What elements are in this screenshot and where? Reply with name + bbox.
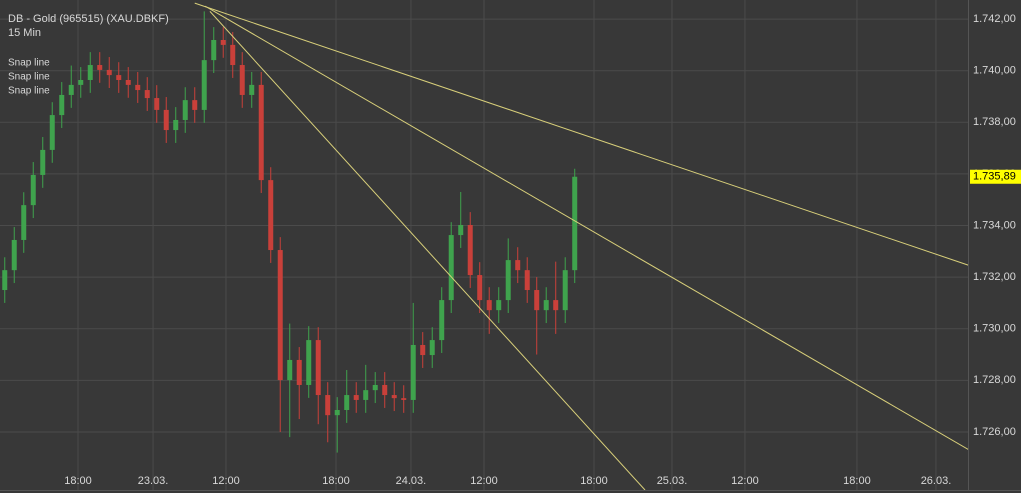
x-tick-label: 12:00 xyxy=(470,475,498,487)
x-tick-label: 25.03. xyxy=(657,475,688,487)
candle-body xyxy=(135,84,141,91)
x-tick-label: 18:00 xyxy=(64,475,92,487)
candle-body xyxy=(154,98,160,110)
x-tick-label: 18:00 xyxy=(322,475,350,487)
candle-body xyxy=(258,84,264,181)
candle-body xyxy=(106,69,112,76)
x-tick-label: 12:00 xyxy=(731,475,759,487)
candle-body xyxy=(486,300,492,311)
y-tick-label: 1.730,00 xyxy=(973,323,1016,335)
candle-body xyxy=(163,109,169,131)
candle-body xyxy=(505,260,511,301)
candle-body xyxy=(496,300,502,311)
candle-body xyxy=(249,84,255,95)
x-tick-label: 23.03. xyxy=(138,475,169,487)
candle-body xyxy=(230,44,236,66)
candle-body xyxy=(353,395,359,400)
candle-body xyxy=(553,300,559,311)
legend-entry: Snap line xyxy=(8,58,50,69)
candle-body xyxy=(315,340,321,396)
candle-body xyxy=(59,94,65,116)
candle-body xyxy=(97,65,103,70)
candle-body xyxy=(325,395,331,416)
labels: 1.726,00 1.728,00 1.730,00 1.732,00 1.734,00… xyxy=(8,13,1021,487)
candle-body xyxy=(429,340,435,356)
candle-body xyxy=(87,65,93,80)
drawings xyxy=(194,2,968,490)
legend-entry: Snap line xyxy=(8,86,50,97)
trend-line xyxy=(204,5,968,450)
y-tick-label: 1.732,00 xyxy=(973,271,1016,283)
y-tick-label: 1.738,00 xyxy=(973,116,1016,128)
candle-body xyxy=(543,300,549,311)
candle-body xyxy=(173,119,179,131)
x-tick-label: 26.03. xyxy=(921,475,952,487)
y-tick-label: 1.726,00 xyxy=(973,426,1016,438)
x-tick-label: 18:00 xyxy=(843,475,871,487)
candle-body xyxy=(382,384,388,396)
y-tick-label: 1.734,00 xyxy=(973,219,1016,231)
candle-body xyxy=(277,250,283,381)
candle-body xyxy=(534,290,540,311)
candle-body xyxy=(515,260,521,271)
candle-body xyxy=(78,79,84,85)
x-tick-label: 12:00 xyxy=(212,475,240,487)
candle-body xyxy=(2,270,8,291)
trend-line xyxy=(209,11,646,490)
candle-body xyxy=(306,340,312,385)
candle-body xyxy=(49,115,55,150)
candle-body xyxy=(572,176,578,271)
last-price-box xyxy=(970,169,1021,184)
candle-body xyxy=(68,84,74,95)
candles xyxy=(2,11,578,453)
candle-body xyxy=(363,390,369,400)
candle-body xyxy=(448,235,454,301)
candle-body xyxy=(30,174,36,206)
candle-body xyxy=(125,79,131,85)
trend-line xyxy=(194,2,968,266)
candle-body xyxy=(11,239,17,271)
candle-body xyxy=(296,359,302,385)
candle-body xyxy=(344,395,350,411)
candle-body xyxy=(410,344,416,400)
candle-body xyxy=(192,100,198,110)
candle-body xyxy=(401,398,407,400)
last-price-label: 1.735,89 xyxy=(973,171,1016,183)
candle-body xyxy=(220,39,226,45)
y-tick-label: 1.728,00 xyxy=(973,374,1016,386)
candle-body xyxy=(116,75,122,80)
y-tick-label: 1.742,00 xyxy=(973,13,1016,25)
candle-body xyxy=(458,225,464,236)
candle-body xyxy=(477,275,483,301)
candle-body xyxy=(334,410,340,416)
candle-body xyxy=(391,395,397,399)
chart-title: DB - Gold (965515) (XAU.DBKF) xyxy=(8,13,169,25)
candle-body xyxy=(524,270,530,291)
x-tick-label: 18:00 xyxy=(580,475,608,487)
candle-body xyxy=(467,225,473,276)
grid xyxy=(0,0,968,490)
candle-body xyxy=(211,39,217,61)
candle-body xyxy=(21,205,27,240)
candle-body xyxy=(182,100,188,120)
y-tick-label: 1.740,00 xyxy=(973,65,1016,77)
candle-body xyxy=(287,359,293,381)
candle-body xyxy=(40,149,46,175)
candle-body xyxy=(420,344,426,356)
candle-body xyxy=(201,60,207,110)
candle-body xyxy=(439,300,445,341)
candle-body xyxy=(239,65,245,95)
candle-body xyxy=(268,180,274,251)
candle-body xyxy=(562,270,568,311)
candle-body xyxy=(372,384,378,391)
candle-body xyxy=(144,90,150,99)
chart-subtitle: 15 Min xyxy=(8,27,41,39)
x-tick-label: 24.03. xyxy=(396,475,427,487)
legend-entry: Snap line xyxy=(8,72,50,83)
